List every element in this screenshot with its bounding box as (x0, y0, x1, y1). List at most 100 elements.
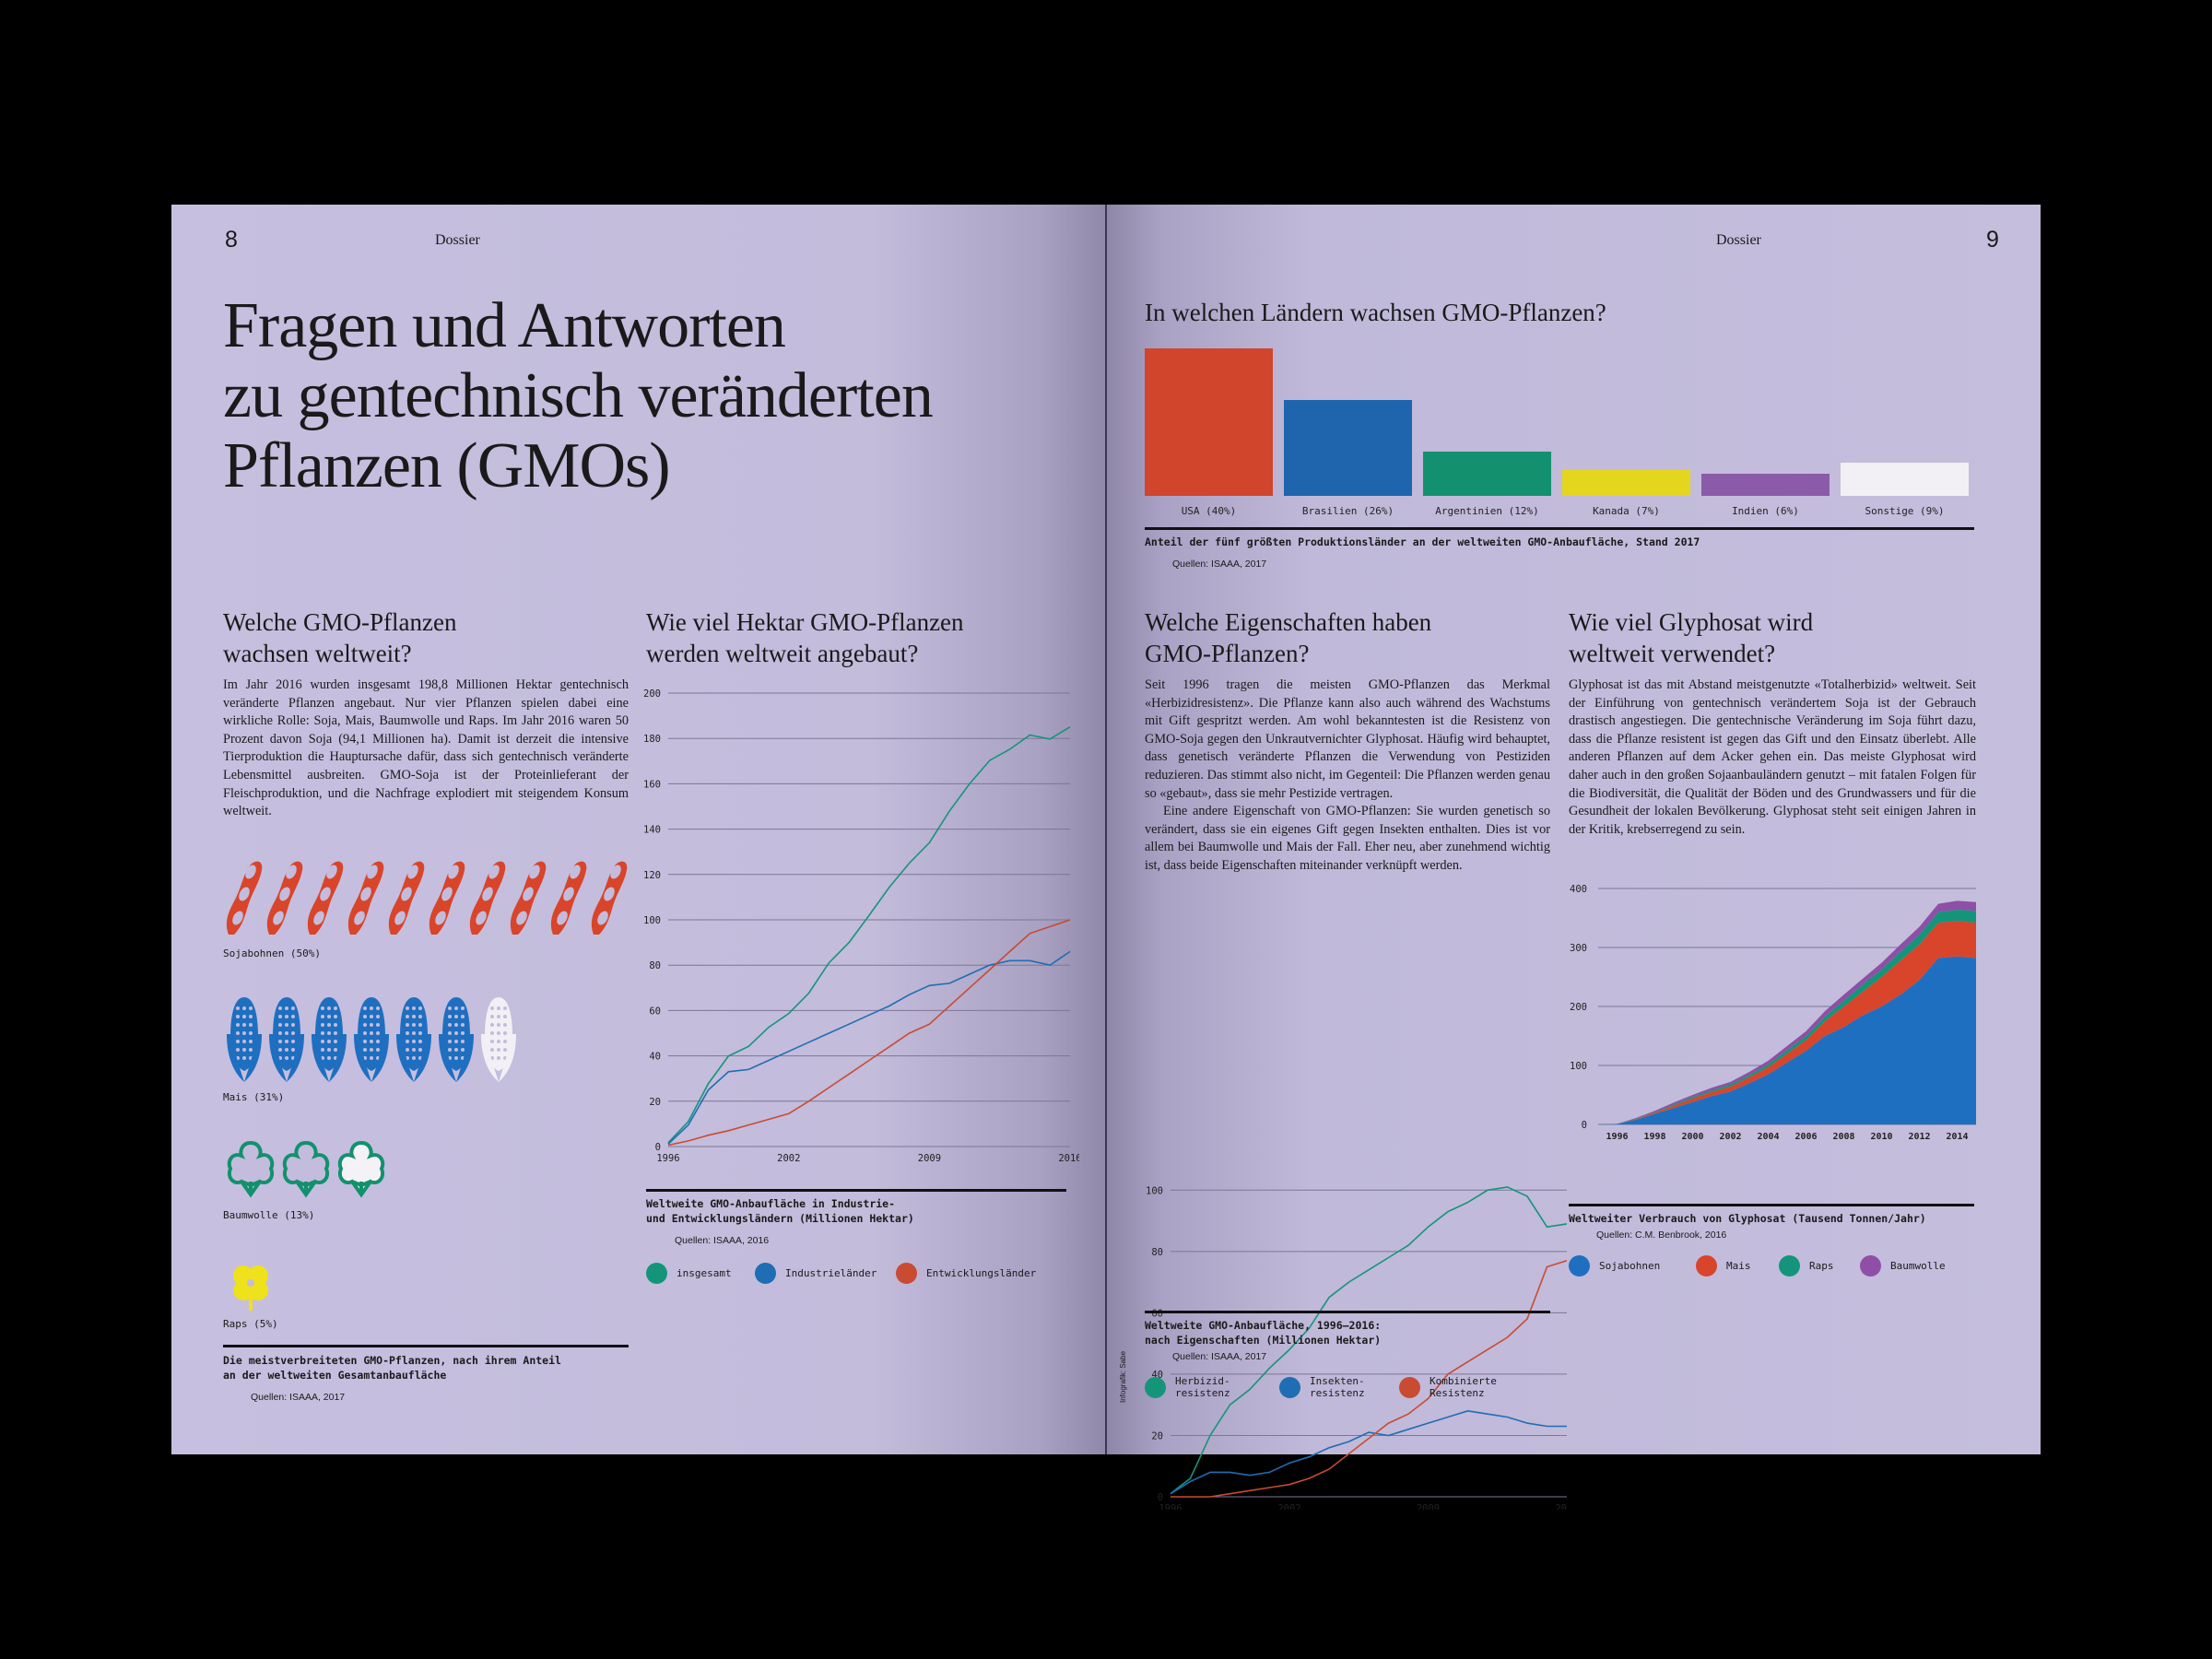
soybean-icon (510, 861, 547, 935)
legend-label: insgesamt (677, 1267, 732, 1279)
section-heading: Welche Eigenschaften haben GMO-Pflanzen? (1145, 606, 1550, 669)
legend-item: Entwicklungsländer (896, 1263, 1036, 1284)
soybean-icon (469, 861, 506, 935)
y-tick-label: 140 (643, 825, 661, 836)
x-tick-label: 1996 (656, 1153, 679, 1164)
y-tick-label: 40 (1151, 1370, 1163, 1381)
page-number: 8 (225, 227, 238, 253)
caption-line: Weltweite GMO-Anbaufläche in Industrie- (646, 1197, 896, 1210)
heading-line: Wie viel Hektar GMO-Pflanzen (646, 608, 964, 636)
x-tick-label: 2002 (1277, 1503, 1300, 1510)
heading-line: Welche Eigenschaften haben (1145, 608, 1432, 636)
bar (1145, 348, 1273, 496)
page-title: Fragen und Antworten zu gentechnisch ver… (223, 291, 1053, 501)
series-line (667, 919, 1071, 1147)
x-tick-label: 2009 (1417, 1503, 1440, 1510)
right-page: Dossier 9 In welchen Ländern wachsen GMO… (1106, 205, 2041, 1510)
section-heading: Welche GMO-Pflanzen wachsen weltweit? (223, 606, 619, 669)
trait-line-chart: 0 20 40 60 80 100 1996 2002 2009 2016 (1146, 1185, 1567, 1510)
paragraph: Im Jahr 2016 wurden insgesamt 198,8 Mill… (223, 677, 629, 819)
title-line: Pflanzen (GMOs) (223, 430, 671, 501)
cotton-icon (282, 1140, 330, 1198)
heading-line: Welche GMO-Pflanzen (223, 608, 457, 636)
bar (1562, 470, 1690, 496)
corn-icon (312, 997, 347, 1082)
rapeseed-icon-row (223, 1259, 278, 1314)
caption-rule (223, 1345, 629, 1347)
icon-label: Baumwolle (13%) (223, 1209, 315, 1221)
figure-source: Quellen: ISAAA, 2016 (675, 1235, 770, 1246)
corn-icon-row (223, 994, 520, 1086)
series-line (1170, 1186, 1567, 1495)
soybean-icon (429, 861, 465, 935)
soybean-icon (226, 861, 263, 935)
y-tick-label: 80 (649, 960, 661, 971)
series-line (667, 950, 1071, 1145)
section-body: Seit 1996 tragen die meisten GMO-Pflanze… (1145, 677, 1550, 876)
bar (1701, 474, 1830, 496)
figure-source: Quellen: ISAAA, 2017 (1172, 559, 1267, 570)
country-bar-chart: USA (40%) Brasilien (26%) Argentinien (12%… (1145, 348, 1969, 517)
paragraph: Seit 1996 tragen die meisten GMO-Pflanze… (1145, 677, 1550, 801)
y-tick-label: 40 (649, 1052, 661, 1063)
caption-line: an der weltweiten Gesamtanbaufläche (223, 1369, 447, 1382)
cotton-icon (227, 1140, 275, 1198)
y-tick-label: 80 (1151, 1247, 1163, 1258)
cotton-icon-row (223, 1137, 389, 1202)
legend-item: Industrieländer (755, 1263, 877, 1284)
series-line (667, 726, 1071, 1144)
x-tick-label: 1996 (1159, 1503, 1182, 1510)
y-tick-label: 60 (649, 1006, 661, 1017)
legend-swatch (646, 1263, 667, 1284)
paragraph: Eine andere Eigenschaft von GMO-Pflanzen… (1145, 804, 1550, 873)
page-number: 9 (1986, 227, 1999, 253)
running-head: Dossier (1716, 232, 1761, 248)
corn-icon (439, 997, 474, 1082)
gutter (1105, 205, 1107, 1454)
legend-swatch (755, 1263, 776, 1284)
x-tick-label: 2009 (918, 1153, 941, 1164)
left-page: 8 Dossier Fragen und Antworten zu gentec… (171, 205, 1106, 1454)
soybean-icon (550, 861, 587, 935)
title-line: Fragen und Antworten (223, 290, 786, 361)
icon-label: Raps (5%) (223, 1318, 278, 1330)
bar-label: USA (40%) (1182, 505, 1237, 517)
section-heading: Wie viel Hektar GMO-Pflanzen werden welt… (646, 606, 1070, 669)
x-tick-label: 2016 (1555, 1503, 1567, 1510)
corn-icon (396, 997, 431, 1082)
hectare-line-chart: 0 20 40 60 80 100 120 140 160 180 200 1996 2002 2009 2… (643, 688, 1079, 1164)
heading-line: wachsen weltweit? (223, 640, 412, 667)
bar (1284, 400, 1412, 496)
y-tick-label: 160 (643, 779, 661, 790)
y-tick-label: 180 (643, 734, 661, 745)
cotton-icon (337, 1140, 385, 1198)
bar-label: Brasilien (26%) (1302, 505, 1394, 517)
y-tick-label: 60 (1151, 1308, 1163, 1319)
corn-icon (227, 997, 262, 1082)
caption-rule (646, 1189, 1066, 1192)
soybean-icon (591, 861, 628, 935)
y-tick-label: 0 (1158, 1492, 1163, 1503)
caption-rule (1145, 527, 1974, 530)
x-tick-label: 2016 (1058, 1153, 1079, 1164)
icon-label: Mais (31%) (223, 1091, 285, 1103)
heading-line: werden weltweit angebaut? (646, 640, 919, 667)
x-tick-label: 2002 (777, 1153, 800, 1164)
figure-caption: Die meistverbreiteten GMO-Pflanzen, nach… (223, 1353, 629, 1382)
legend-label: Industrieländer (785, 1267, 877, 1279)
series-line (1170, 1409, 1567, 1495)
magazine-spread: 8 Dossier Fragen und Antworten zu gentec… (171, 205, 2041, 1510)
series-line (1171, 1260, 1567, 1498)
bar (1423, 452, 1551, 496)
corn-icon (269, 997, 304, 1082)
caption-line: und Entwicklungsländern (Millionen Hekta… (646, 1212, 914, 1225)
bar-label: Argentinien (12%) (1435, 505, 1539, 517)
y-tick-label: 100 (1146, 1185, 1163, 1196)
bar-label: Sonstige (9%) (1865, 505, 1944, 517)
figure-source: Quellen: ISAAA, 2017 (251, 1392, 346, 1403)
icon-label: Sojabohnen (50%) (223, 947, 321, 959)
running-head: Dossier (435, 232, 480, 248)
y-tick-label: 100 (643, 915, 661, 926)
heading-line: GMO-Pflanzen? (1145, 640, 1310, 667)
legend-swatch (896, 1263, 917, 1284)
